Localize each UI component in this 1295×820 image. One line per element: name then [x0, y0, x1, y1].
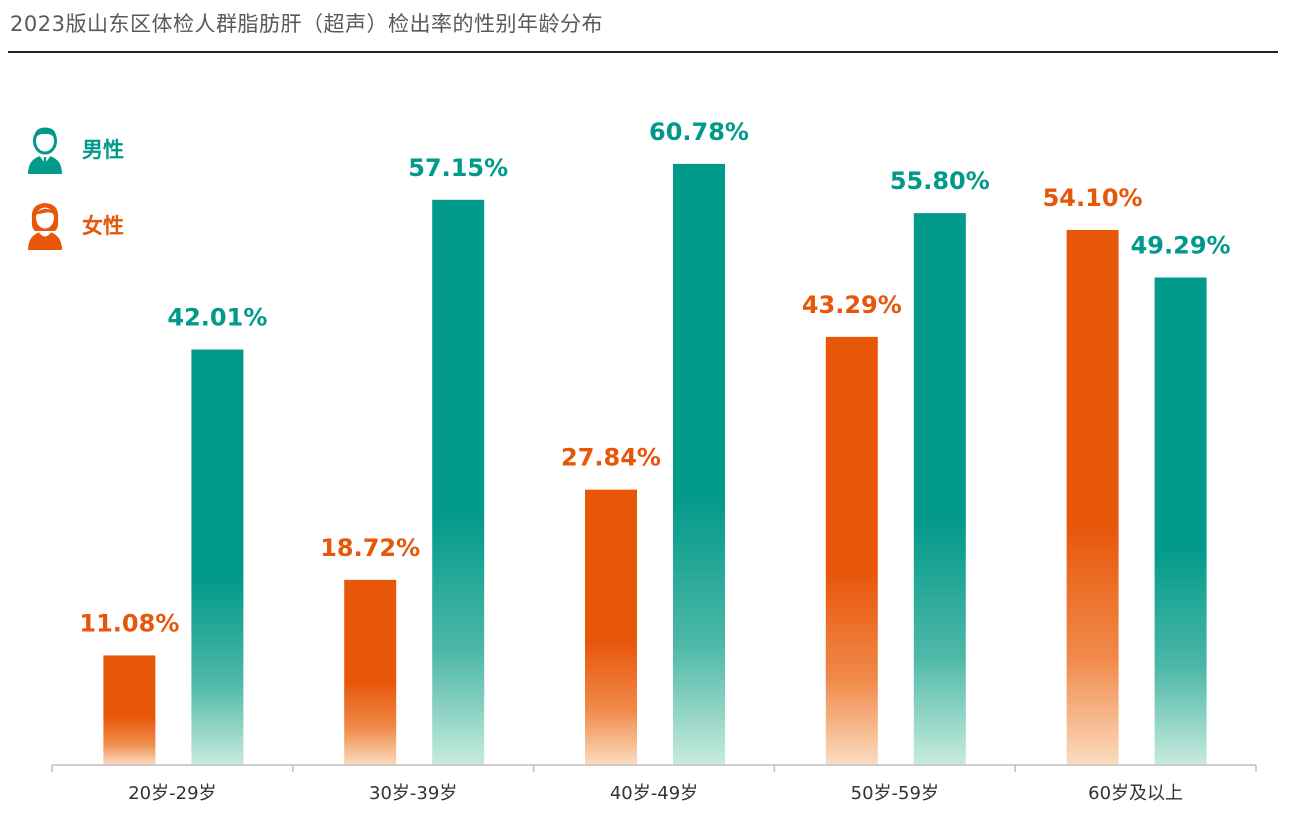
data-label-male: 55.80%: [890, 167, 990, 195]
data-label-male: 42.01%: [167, 304, 267, 332]
legend-item-male: 男性: [24, 124, 124, 174]
man-icon: [28, 127, 62, 174]
x-tick-label: 30岁-39岁: [369, 783, 457, 804]
x-tick-label: 20岁-29岁: [128, 783, 216, 804]
bar-male: [673, 163, 725, 765]
x-tick-label: 60岁及以上: [1088, 783, 1183, 804]
data-label-female: 54.10%: [1043, 184, 1143, 212]
data-label-male: 49.29%: [1131, 232, 1231, 260]
legend-label-male: 男性: [82, 138, 124, 162]
data-label-female: 18.72%: [320, 534, 420, 562]
title-divider: [8, 51, 1278, 53]
x-tick-label: 40岁-49岁: [610, 783, 698, 804]
x-tick-label: 50岁-59岁: [851, 783, 939, 804]
data-label-male: 60.78%: [649, 118, 749, 146]
bar-male: [913, 213, 966, 765]
bar-male: [191, 349, 244, 765]
chart-title: 2023版山东区体检人群脂肪肝（超声）检出率的性别年龄分布: [10, 12, 603, 36]
bar-male: [432, 199, 485, 765]
bar-female: [103, 655, 156, 765]
bar-female: [344, 579, 397, 765]
data-label-female: 27.84%: [561, 444, 661, 472]
data-label-female: 43.29%: [802, 291, 902, 319]
bar-female: [825, 336, 878, 765]
bar-male: [1154, 277, 1207, 765]
x-axis-layer: 20岁-29岁 30岁-39岁 40岁-49岁 50岁-59岁 60岁及以上: [51, 765, 1257, 804]
woman-icon: [28, 203, 62, 250]
data-label-male: 57.15%: [408, 154, 508, 182]
value-labels-layer: 11.08% 42.01% 18.72% 57.15% 27.84% 60.78% 43.2…: [79, 118, 1230, 638]
legend-item-female: 女性: [24, 200, 124, 250]
bars-layer: [103, 163, 1207, 766]
bar-female: [1066, 229, 1119, 766]
bar-female: [585, 489, 637, 765]
legend-label-female: 女性: [82, 214, 124, 238]
data-label-female: 11.08%: [79, 609, 179, 637]
